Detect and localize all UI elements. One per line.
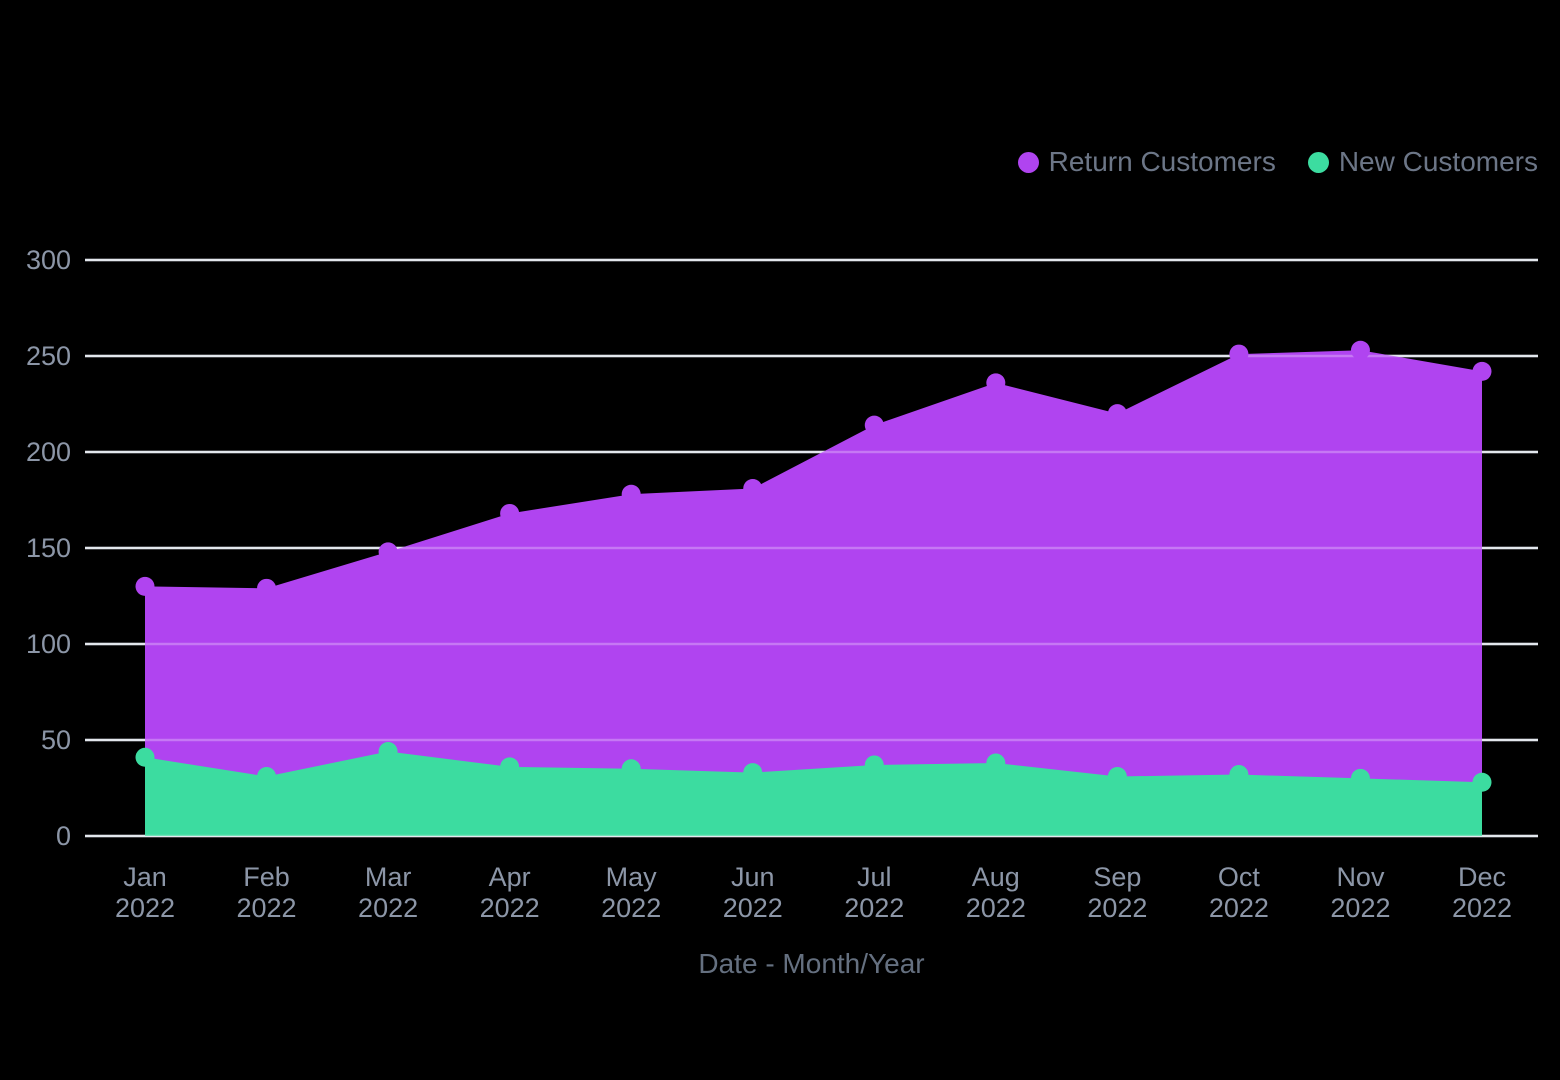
- y-tick-label: 200: [26, 437, 71, 467]
- data-point-return-customers[interactable]: [743, 478, 763, 498]
- x-tick-label: Feb 2022: [237, 862, 297, 923]
- x-tick-label: Nov 2022: [1330, 862, 1390, 923]
- data-point-new-customers[interactable]: [1229, 765, 1249, 785]
- data-point-new-customers[interactable]: [1472, 772, 1492, 792]
- y-tick-label: 150: [26, 533, 71, 563]
- x-tick-label: Sep 2022: [1087, 862, 1147, 923]
- x-axis-title: Date - Month/Year: [698, 948, 925, 979]
- area-new-customers: [145, 751, 1482, 836]
- y-tick-label: 100: [26, 629, 71, 659]
- x-tick-label: Aug 2022: [966, 862, 1026, 923]
- data-point-return-customers[interactable]: [500, 503, 520, 523]
- y-tick-label: 50: [41, 725, 71, 755]
- y-tick-label: 300: [26, 245, 71, 275]
- data-point-return-customers[interactable]: [621, 484, 641, 504]
- data-point-return-customers[interactable]: [1350, 340, 1370, 360]
- y-tick-label: 0: [56, 821, 71, 851]
- legend: Return Customers New Customers: [1017, 146, 1538, 178]
- data-point-new-customers[interactable]: [621, 759, 641, 779]
- x-tick-label: Oct 2022: [1209, 862, 1269, 923]
- area-return-customers: [145, 350, 1482, 836]
- data-point-return-customers[interactable]: [864, 415, 884, 435]
- data-point-return-customers[interactable]: [257, 578, 277, 598]
- data-point-return-customers[interactable]: [378, 542, 398, 562]
- x-tick-label: Dec 2022: [1452, 862, 1512, 923]
- x-tick-label: Mar 2022: [358, 862, 418, 923]
- legend-swatch-return-customers-icon: [1017, 151, 1039, 173]
- data-point-new-customers[interactable]: [378, 742, 398, 762]
- legend-label-new-customers: New Customers: [1338, 146, 1538, 177]
- data-point-return-customers[interactable]: [1472, 361, 1492, 381]
- data-point-return-customers[interactable]: [986, 373, 1006, 393]
- legend-item-new-customers[interactable]: New Customers: [1307, 146, 1538, 178]
- data-point-new-customers[interactable]: [500, 757, 520, 777]
- y-tick-label: 250: [26, 341, 71, 371]
- x-tick-label: Jan 2022: [115, 862, 175, 923]
- data-point-new-customers[interactable]: [257, 766, 277, 786]
- data-point-return-customers[interactable]: [1107, 404, 1127, 424]
- x-tick-label: Jul 2022: [844, 862, 904, 923]
- legend-label-return-customers: Return Customers: [1048, 146, 1276, 177]
- data-point-new-customers[interactable]: [135, 747, 155, 767]
- data-point-new-customers[interactable]: [864, 755, 884, 775]
- data-point-new-customers[interactable]: [986, 753, 1006, 773]
- x-tick-label: Apr 2022: [480, 862, 540, 923]
- data-point-return-customers[interactable]: [1229, 344, 1249, 364]
- x-tick-label: Jun 2022: [723, 862, 783, 923]
- data-point-return-customers[interactable]: [135, 576, 155, 596]
- x-tick-label: May 2022: [601, 862, 661, 923]
- data-point-new-customers[interactable]: [1107, 766, 1127, 786]
- legend-swatch-new-customers-icon: [1307, 151, 1329, 173]
- legend-item-return-customers[interactable]: Return Customers: [1017, 146, 1276, 178]
- data-point-new-customers[interactable]: [1350, 768, 1370, 788]
- data-point-new-customers[interactable]: [743, 763, 763, 783]
